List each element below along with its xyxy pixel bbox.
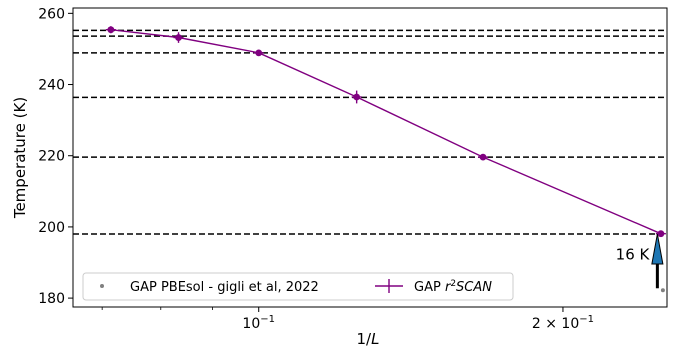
legend-label-r2scan: GAP r2SCAN [414, 279, 492, 295]
x-axis: 10−1 2 × 10−1 [101, 307, 594, 332]
annotation-group: 16 K [616, 233, 664, 289]
arrow-shaft [655, 264, 659, 289]
xtick-label-0: 10−1 [242, 314, 275, 332]
legend-label-pbesol: GAP PBEsol - gigli et al, 2022 [130, 280, 319, 295]
y-axis-label: Temperature (K) [11, 97, 29, 219]
y-axis: 180 200 220 240 260 [38, 6, 73, 307]
point-0 [107, 26, 115, 34]
series-group [105, 26, 666, 293]
ytick-label-180: 180 [38, 291, 65, 307]
legend-box [82, 272, 514, 301]
point-4 [479, 153, 487, 161]
ytick-label-260: 260 [38, 6, 65, 22]
xtick-label-1: 2 × 10−1 [532, 314, 594, 332]
annotation-16k: 16 K [616, 246, 651, 264]
point-3 [353, 93, 361, 101]
point-2 [255, 49, 263, 57]
legend-marker-pbesol [100, 284, 104, 288]
arrow-head [651, 233, 664, 265]
series-line-gap-r2scan [110, 29, 662, 235]
point-5 [657, 230, 665, 238]
ytick-label-200: 200 [38, 220, 65, 236]
x-axis-label: 1/L [357, 330, 380, 348]
ytick-label-220: 220 [38, 149, 65, 165]
hlines-group [73, 29, 667, 235]
ytick-label-240: 240 [38, 78, 65, 94]
plot-frame [72, 7, 668, 308]
pbesol-point-0 [660, 288, 665, 293]
point-1 [175, 34, 182, 41]
legend: GAP PBEsol - gigli et al, 2022 GAP r2SCAN [82, 272, 514, 301]
